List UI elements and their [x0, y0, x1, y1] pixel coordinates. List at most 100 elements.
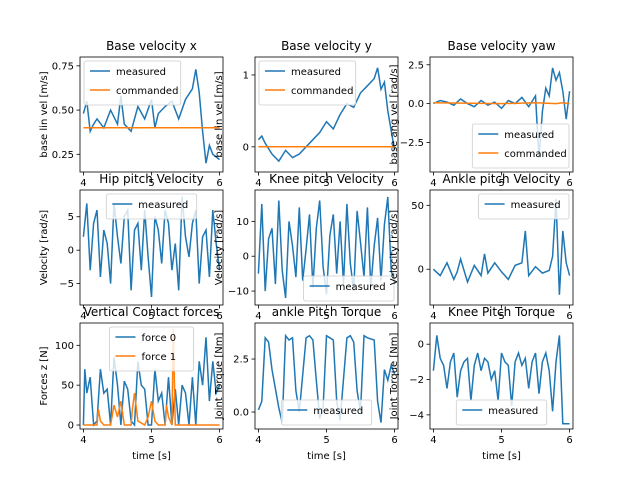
x-tick-label: 5: [323, 178, 329, 189]
series-line-2: [433, 102, 570, 105]
y-tick-label: 100: [55, 341, 74, 352]
x-tick-label: 4: [80, 178, 86, 189]
subplot-8: 4 5 6 0.0 2.5 ankle Pitch Torque Joint Torque …: [214, 305, 399, 462]
legend-label: measured: [511, 200, 561, 211]
x-tick-label: 4: [430, 178, 436, 189]
legend: measured commanded: [471, 123, 570, 169]
y-tick-label: −2: [409, 375, 424, 386]
legend-label: commanded: [291, 86, 353, 97]
subplot-title: Ankle pitch Velocity: [442, 172, 560, 186]
subplot-title: Hip pitch Velocity: [99, 172, 204, 186]
y-tick-label: 0: [68, 246, 74, 257]
x-tick-label: 4: [80, 435, 86, 446]
legend: measured: [478, 193, 570, 220]
y-tick-label: 0.75: [52, 61, 74, 72]
plot-area: [82, 329, 221, 427]
y-axis-label: Joint Torque [Nm]: [389, 333, 400, 421]
legend-box: [471, 123, 570, 169]
subplot-title: Vertical Contact forces: [84, 305, 220, 319]
legend: measured commanded: [258, 60, 357, 106]
x-tick-label: 4: [430, 435, 436, 446]
plot-area: [433, 67, 571, 159]
legend-box: [478, 193, 570, 220]
y-tick-label: 10: [236, 217, 249, 228]
x-axis-label: time [s]: [132, 451, 171, 462]
legend: measured: [455, 399, 548, 426]
series-line-1: [82, 196, 221, 298]
y-axis-label: Velocity [rad/s]: [39, 210, 50, 285]
legend-label: force 0: [141, 333, 176, 344]
x-axis-label: time [s]: [307, 451, 346, 462]
legend-label: commanded: [504, 149, 566, 160]
legend: measured commanded: [83, 60, 182, 106]
x-tick-label: 6: [391, 311, 397, 322]
y-tick-label: 0: [243, 252, 249, 263]
plot-area: [432, 335, 570, 425]
subplot-6: 4 5 6 0 50 Ankle pitch Velocity Velocity [rad/…: [389, 172, 574, 322]
legend-label: measured: [488, 406, 538, 417]
subplot-title: Base velocity y: [281, 39, 372, 53]
y-axis-label: base lin vel [m/s]: [214, 71, 225, 157]
series-line-1: [433, 67, 571, 159]
series-line-1: [257, 67, 396, 163]
legend: measured: [280, 399, 373, 426]
legend-label: measured: [291, 67, 341, 78]
x-tick-label: 6: [566, 311, 572, 322]
subplot-title: Knee pitch Velocity: [269, 172, 384, 186]
y-tick-label: 0: [418, 340, 424, 351]
x-tick-label: 5: [148, 178, 154, 189]
subplot-title: Base velocity yaw: [447, 39, 555, 53]
y-axis-label: base lin vel [m/s]: [39, 71, 50, 157]
plot-area: [82, 69, 221, 164]
legend-box: [258, 60, 357, 106]
subplot-title: ankle Pitch Torque: [272, 305, 381, 319]
y-tick-label: 50: [411, 201, 424, 212]
plot-area: [257, 67, 396, 163]
subplot-title: Knee Pitch Torque: [448, 305, 555, 319]
legend: measured: [105, 193, 198, 220]
subplot-7: 4 5 6 0 50 100 Vertical Contact forces Forces z…: [39, 305, 224, 462]
legend-box: [303, 275, 395, 302]
legend-box: [83, 60, 182, 106]
y-axis-label: Velocity [rad/s]: [214, 210, 225, 285]
x-axis-label: time [s]: [482, 451, 521, 462]
legend-label: measured: [336, 282, 386, 293]
x-tick-label: 6: [216, 178, 222, 189]
x-tick-label: 6: [216, 311, 222, 322]
legend-label: measured: [138, 200, 188, 211]
y-tick-label: 0: [418, 265, 424, 276]
legend: measured: [303, 275, 395, 302]
x-tick-label: 6: [391, 435, 397, 446]
y-tick-label: 0: [243, 142, 249, 153]
legend-box: [105, 193, 198, 220]
legend-label: commanded: [116, 86, 178, 97]
x-tick-label: 5: [498, 311, 504, 322]
subplot-1: 4 5 6 0.25 0.50 0.75 Base velocity x base lin v…: [39, 39, 224, 189]
x-tick-label: 6: [391, 178, 397, 189]
y-tick-label: 0.25: [52, 150, 74, 161]
y-tick-label: −2.5: [400, 138, 424, 149]
x-tick-label: 4: [255, 435, 261, 446]
y-axis-label: Velocity [rad/s]: [389, 210, 400, 285]
x-tick-label: 4: [80, 311, 86, 322]
x-tick-label: 6: [566, 435, 572, 446]
series-line-1: [82, 337, 221, 427]
x-tick-label: 6: [216, 435, 222, 446]
legend-box: [280, 399, 373, 426]
x-tick-label: 5: [498, 178, 504, 189]
subplot-5: 4 5 6 −10 0 10 Knee pitch Velocity Velocity [ra…: [214, 172, 399, 322]
x-tick-label: 5: [323, 311, 329, 322]
plot-area: [82, 196, 221, 298]
y-tick-label: −10: [228, 287, 249, 298]
series-line-1: [82, 69, 221, 164]
legend-box: [109, 326, 194, 372]
legend-label: measured: [504, 130, 554, 141]
y-tick-label: 2.5: [408, 60, 424, 71]
x-tick-label: 5: [148, 435, 154, 446]
x-tick-label: 4: [255, 311, 261, 322]
legend: force 0 force 1: [109, 326, 194, 372]
y-axis-label: Joint Torque [Nm]: [214, 333, 225, 421]
y-tick-label: −4: [409, 410, 424, 421]
